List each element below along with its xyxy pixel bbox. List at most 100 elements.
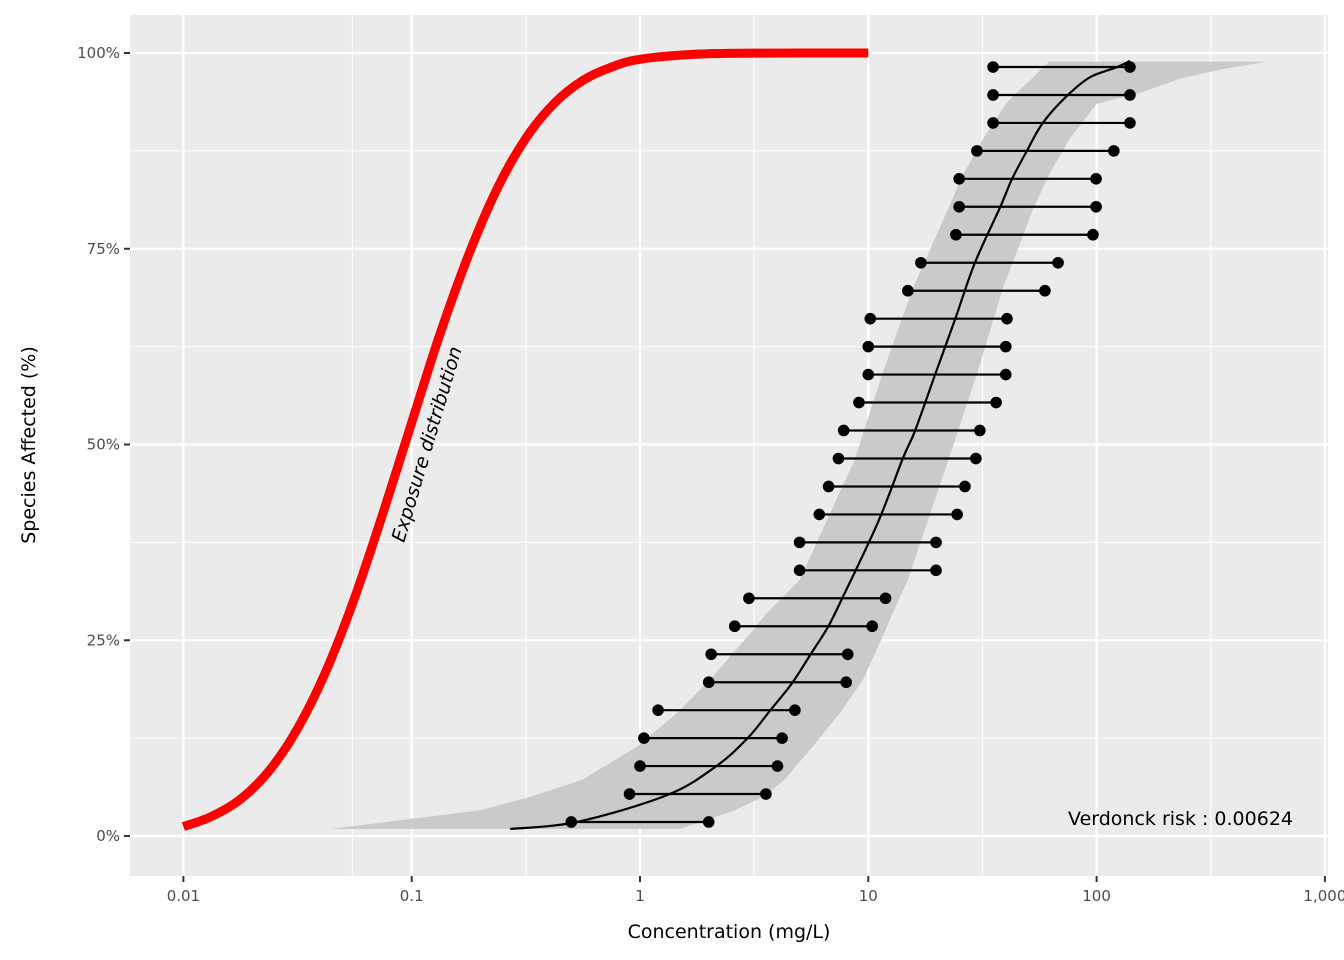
interval-lower-point bbox=[862, 368, 875, 381]
interval bbox=[565, 816, 715, 828]
interval-upper-point bbox=[1039, 284, 1051, 297]
interval-lower-point bbox=[705, 648, 717, 661]
x-tick-label: 0.1 bbox=[400, 887, 424, 905]
y-axis-title: Species Affected (%) bbox=[18, 346, 40, 544]
toxicity-intervals bbox=[565, 61, 1136, 828]
interval-upper-point bbox=[999, 368, 1012, 381]
x-axis-title: Concentration (mg/L) bbox=[628, 921, 831, 943]
interval bbox=[652, 704, 801, 716]
interval-lower-point bbox=[634, 760, 646, 772]
interval-lower-point bbox=[822, 480, 835, 493]
interval-upper-point bbox=[840, 676, 852, 689]
confidence-band-area bbox=[330, 61, 1268, 830]
interval bbox=[987, 61, 1136, 73]
interval-upper-point bbox=[1090, 200, 1102, 213]
interval-lower-point bbox=[971, 145, 983, 157]
interval-upper-point bbox=[930, 564, 942, 577]
interval-lower-point bbox=[987, 117, 999, 129]
interval-upper-point bbox=[760, 788, 772, 800]
interval-lower-point bbox=[987, 61, 999, 73]
y-axis: 0% 25% 50% 75% 100% bbox=[77, 44, 130, 845]
y-tick-label: 50% bbox=[87, 436, 120, 454]
interval-lower-point bbox=[743, 592, 755, 605]
interval bbox=[728, 620, 878, 633]
interval-lower-point bbox=[623, 788, 636, 800]
interval-upper-point bbox=[866, 620, 878, 633]
y-tick-label: 75% bbox=[87, 240, 120, 258]
interval bbox=[623, 788, 772, 800]
interval-lower-point bbox=[728, 620, 741, 633]
interval bbox=[813, 508, 963, 521]
x-tick-label: 10 bbox=[859, 887, 878, 905]
interval bbox=[862, 368, 1012, 381]
interval-upper-point bbox=[1108, 145, 1120, 157]
x-tick-label: 0.01 bbox=[167, 887, 200, 905]
interval-upper-point bbox=[959, 480, 971, 493]
y-tick-label: 25% bbox=[87, 631, 120, 649]
y-tick-label: 100% bbox=[77, 44, 120, 62]
interval-upper-point bbox=[789, 704, 801, 716]
interval-upper-point bbox=[702, 816, 715, 828]
interval bbox=[950, 228, 1099, 241]
x-tick-label: 1 bbox=[635, 887, 645, 905]
interval-lower-point bbox=[853, 396, 865, 409]
interval bbox=[832, 452, 982, 465]
interval-lower-point bbox=[702, 676, 715, 689]
interval bbox=[743, 592, 892, 605]
x-axis: 0.01 0.1 1 10 100 1,000 bbox=[167, 876, 1344, 905]
interval-upper-point bbox=[970, 452, 982, 465]
interval bbox=[902, 284, 1051, 297]
interval bbox=[793, 564, 942, 577]
interval bbox=[971, 145, 1120, 157]
interval bbox=[915, 256, 1064, 269]
interval-upper-point bbox=[1052, 256, 1064, 269]
confidence-band bbox=[330, 61, 1268, 830]
interval bbox=[822, 480, 971, 493]
interval-lower-point bbox=[987, 89, 999, 101]
interval-lower-point bbox=[953, 200, 965, 213]
interval bbox=[953, 200, 1102, 213]
interval bbox=[987, 117, 1136, 129]
interval-upper-point bbox=[1124, 61, 1136, 73]
x-tick-label: 100 bbox=[1082, 887, 1111, 905]
interval bbox=[862, 340, 1012, 353]
interval bbox=[705, 648, 854, 661]
exposure-distribution bbox=[181, 48, 869, 831]
interval bbox=[853, 396, 1002, 409]
interval-lower-point bbox=[793, 536, 806, 549]
interval-lower-point bbox=[832, 452, 845, 465]
interval-lower-point bbox=[793, 564, 806, 577]
interval bbox=[864, 312, 1013, 325]
interval-upper-point bbox=[776, 732, 788, 744]
interval bbox=[638, 732, 788, 744]
interval bbox=[793, 536, 942, 549]
interval-upper-point bbox=[1001, 312, 1013, 325]
interval-upper-point bbox=[930, 536, 942, 549]
y-tick-label: 0% bbox=[96, 827, 120, 845]
interval-lower-point bbox=[837, 424, 850, 437]
interval-upper-point bbox=[879, 592, 892, 605]
interval-upper-point bbox=[841, 648, 854, 661]
interval-lower-point bbox=[953, 173, 965, 185]
interval bbox=[953, 173, 1102, 185]
interval-upper-point bbox=[1124, 89, 1136, 101]
interval-upper-point bbox=[974, 424, 986, 437]
interval-upper-point bbox=[999, 340, 1012, 353]
interval-lower-point bbox=[638, 732, 650, 744]
interval-lower-point bbox=[950, 228, 962, 241]
interval-upper-point bbox=[1090, 173, 1102, 185]
interval bbox=[987, 89, 1136, 101]
interval-upper-point bbox=[951, 508, 963, 521]
interval bbox=[634, 760, 784, 772]
gridlines bbox=[130, 15, 1328, 876]
interval-upper-point bbox=[1087, 228, 1099, 241]
interval-upper-point bbox=[1124, 117, 1136, 129]
interval-lower-point bbox=[652, 704, 664, 716]
interval-lower-point bbox=[565, 816, 578, 828]
x-tick-label: 1,000 bbox=[1303, 887, 1344, 905]
interval-lower-point bbox=[813, 508, 826, 521]
interval bbox=[702, 676, 852, 689]
interval bbox=[837, 424, 986, 437]
interval-lower-point bbox=[902, 284, 914, 297]
